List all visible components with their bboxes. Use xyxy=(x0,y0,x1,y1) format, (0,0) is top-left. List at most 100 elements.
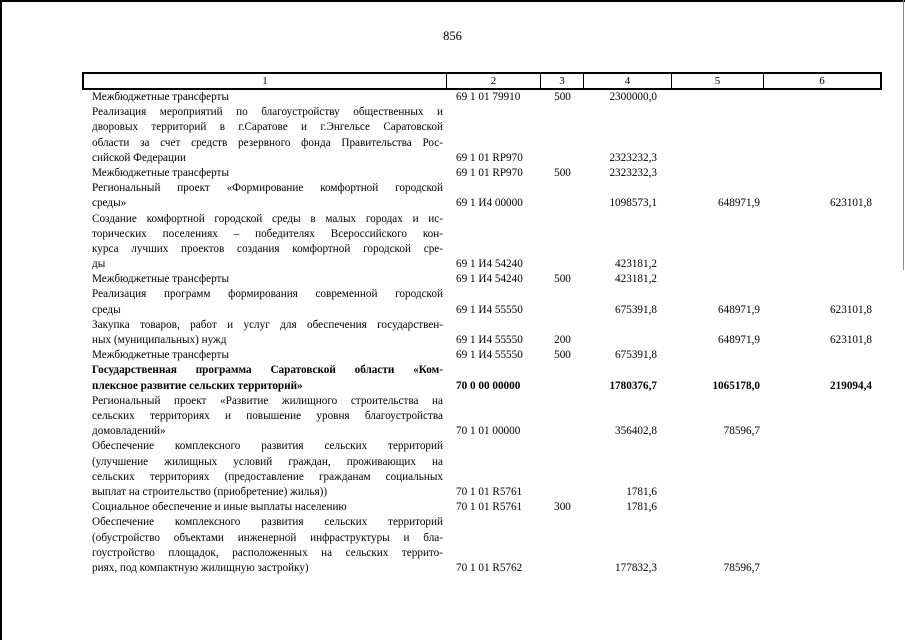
cell-item-name: Реализация программ формирования совреме… xyxy=(84,287,447,317)
cell-target-code: 69 1 И4 55550 xyxy=(456,349,523,362)
item-name-line: Межбюджетные трансферты xyxy=(92,349,229,362)
table-row: Государственная программа Саратовской об… xyxy=(84,363,880,393)
cell-item-name: Закупка товаров, работ и услуг для обесп… xyxy=(84,318,447,348)
item-name-line: Закупка товаров, работ и услуг для обесп… xyxy=(92,318,443,331)
cell-target-code: 70 1 01 R5761 xyxy=(456,485,523,498)
cell-amount-col4: 675391,8 xyxy=(615,303,657,316)
cell-target-code: 70 1 01 00000 xyxy=(456,425,521,438)
item-name-line: Региональный проект «Развитие жилищного … xyxy=(92,394,443,407)
cell-item-name: Социальное обеспечение и иные выплаты на… xyxy=(84,500,447,515)
cell-target-code: 69 1 И4 55550 xyxy=(456,334,523,347)
item-name-line: сельских территориях и повышение уровня … xyxy=(92,410,443,422)
cell-item-name: Межбюджетные трансферты xyxy=(84,90,447,105)
cell-item-name: Межбюджетные трансферты xyxy=(84,166,447,181)
column-header-6: 6 xyxy=(819,75,825,87)
table-row: Межбюджетные трансферты 69 1 И4 55550 500 6… xyxy=(84,348,880,363)
cell-expense-type: 500 xyxy=(554,91,571,103)
item-name-line: торических поселениях – победителях Всер… xyxy=(92,227,443,240)
item-name-line: Обеспечение комплексного развития сельск… xyxy=(92,440,443,453)
item-name-line: гоустройство площадок, расположенных на … xyxy=(92,546,443,559)
cell-expense-type: 300 xyxy=(554,501,571,514)
cell-amount-col5: 648971,9 xyxy=(718,303,760,316)
cell-target-code: 70 0 00 00000 xyxy=(456,379,521,392)
cell-amount-col5: 1065178,0 xyxy=(712,379,760,392)
item-name-line: Обеспечение комплексного развития сельск… xyxy=(92,516,443,529)
item-name-line: области за счет средств резервного фонда… xyxy=(92,136,443,149)
cell-target-code: 69 1 И4 00000 xyxy=(456,197,523,210)
cell-amount-col5: 78596,7 xyxy=(723,425,760,438)
table-row: Создание комфортной городской среды в ма… xyxy=(84,212,880,273)
cell-amount-col4: 1781,6 xyxy=(626,501,657,514)
item-name-line: Реализация программ формирования совреме… xyxy=(92,288,443,301)
page-border-right xyxy=(903,0,904,270)
item-name-line: (улучшение жилищных условий граждан, про… xyxy=(92,455,443,468)
cell-item-name: Обеспечение комплексного развития сельск… xyxy=(84,439,447,500)
cell-target-code: 69 1 И4 54240 xyxy=(456,273,523,286)
page-border-left xyxy=(0,0,2,640)
cell-item-name: Государственная программа Саратовской об… xyxy=(84,363,447,393)
item-name-line: дворовых территорий в г.Саратове и г.Энг… xyxy=(92,121,443,134)
item-name-line: ных (муниципальных) нужд xyxy=(92,334,227,347)
table-row: Межбюджетные трансферты 69 1 И4 54240 500 4… xyxy=(84,272,880,287)
item-name-line: курса лучших проектов создания комфортно… xyxy=(92,242,443,255)
cell-amount-col6: 623101,8 xyxy=(830,303,872,316)
item-name-line: сийской Федерации xyxy=(92,151,186,164)
cell-amount-col4: 2300000,0 xyxy=(609,91,657,103)
table-row: Региональный проект «Формирование комфор… xyxy=(84,181,880,211)
cell-expense-type: 200 xyxy=(554,334,571,347)
cell-amount-col4: 1781,6 xyxy=(626,485,657,498)
column-header-4: 4 xyxy=(584,74,672,88)
table-body: Межбюджетные трансферты 69 1 01 79910 500 2… xyxy=(84,90,880,576)
cell-amount-col4: 423181,2 xyxy=(615,258,657,271)
table-row: Реализация программ формирования совреме… xyxy=(84,287,880,317)
cell-expense-type: 500 xyxy=(554,166,571,179)
item-name-line: среды» xyxy=(92,197,127,210)
cell-amount-col4: 356402,8 xyxy=(615,425,657,438)
item-name-line: домовладений» xyxy=(92,425,166,438)
cell-amount-col5: 648971,9 xyxy=(718,334,760,347)
table-row: Межбюджетные трансферты 69 1 01 RP970 500 2… xyxy=(84,166,880,181)
cell-amount-col4: 177832,3 xyxy=(615,561,657,574)
table-row: Социальное обеспечение и иные выплаты на… xyxy=(84,500,880,515)
table-row: Региональный проект «Развитие жилищного … xyxy=(84,394,880,440)
item-name-line: сельских территориях (предоставление гра… xyxy=(92,470,443,483)
item-name-line: (обустройство объектами инженерной инфра… xyxy=(92,531,443,544)
cell-expense-type: 500 xyxy=(554,349,571,362)
page-border-top xyxy=(0,0,905,2)
column-header-3: 3 xyxy=(541,74,584,88)
item-name-line: Межбюджетные трансферты xyxy=(92,91,229,104)
cell-amount-col4: 2323232,3 xyxy=(609,166,657,179)
cell-amount-col4: 675391,8 xyxy=(615,349,657,362)
item-name-line: Реализация мероприятий по благоустройств… xyxy=(92,106,443,119)
table-row: Обеспечение комплексного развития сельск… xyxy=(84,515,880,576)
item-name-line: Межбюджетные трансферты xyxy=(92,166,229,179)
item-name-line: Создание комфортной городской среды в ма… xyxy=(92,212,443,225)
cell-target-code: 69 1 01 RP970 xyxy=(456,166,523,179)
column-header-5: 5 xyxy=(672,74,764,88)
table-row: Закупка товаров, работ и услуг для обесп… xyxy=(84,318,880,348)
item-name-line: Социальное обеспечение и иные выплаты на… xyxy=(92,501,347,514)
cell-amount-col5: 78596,7 xyxy=(723,561,760,574)
item-name-line: Региональный проект «Формирование комфор… xyxy=(92,182,443,195)
cell-amount-col4: 423181,2 xyxy=(615,273,657,286)
column-header-1: 1 xyxy=(84,74,447,88)
cell-target-code: 69 1 01 79910 xyxy=(456,91,521,103)
cell-amount-col4: 2323232,3 xyxy=(609,151,657,164)
cell-amount-col4: 1098573,1 xyxy=(609,197,657,210)
item-name-line: Государственная программа Саратовской об… xyxy=(92,364,443,377)
cell-target-code: 69 1 01 RP970 xyxy=(456,151,523,164)
cell-item-name: Региональный проект «Формирование комфор… xyxy=(84,181,447,211)
cell-target-code: 70 1 01 R5761 xyxy=(456,501,523,514)
item-name-line: ды xyxy=(92,258,106,271)
item-name-line: среды xyxy=(92,303,121,316)
item-name-line: риях, под компактную жилищную застройку) xyxy=(92,561,309,574)
table-row: Обеспечение комплексного развития сельск… xyxy=(84,439,880,500)
cell-item-name: Межбюджетные трансферты xyxy=(84,348,447,363)
table-row: Межбюджетные трансферты 69 1 01 79910 500 2… xyxy=(84,90,880,105)
table-row: Реализация мероприятий по благоустройств… xyxy=(84,105,880,166)
cell-item-name: Обеспечение комплексного развития сельск… xyxy=(84,515,447,576)
cell-amount-col6: 219094,4 xyxy=(830,379,872,392)
cell-item-name: Создание комфортной городской среды в ма… xyxy=(84,212,447,273)
